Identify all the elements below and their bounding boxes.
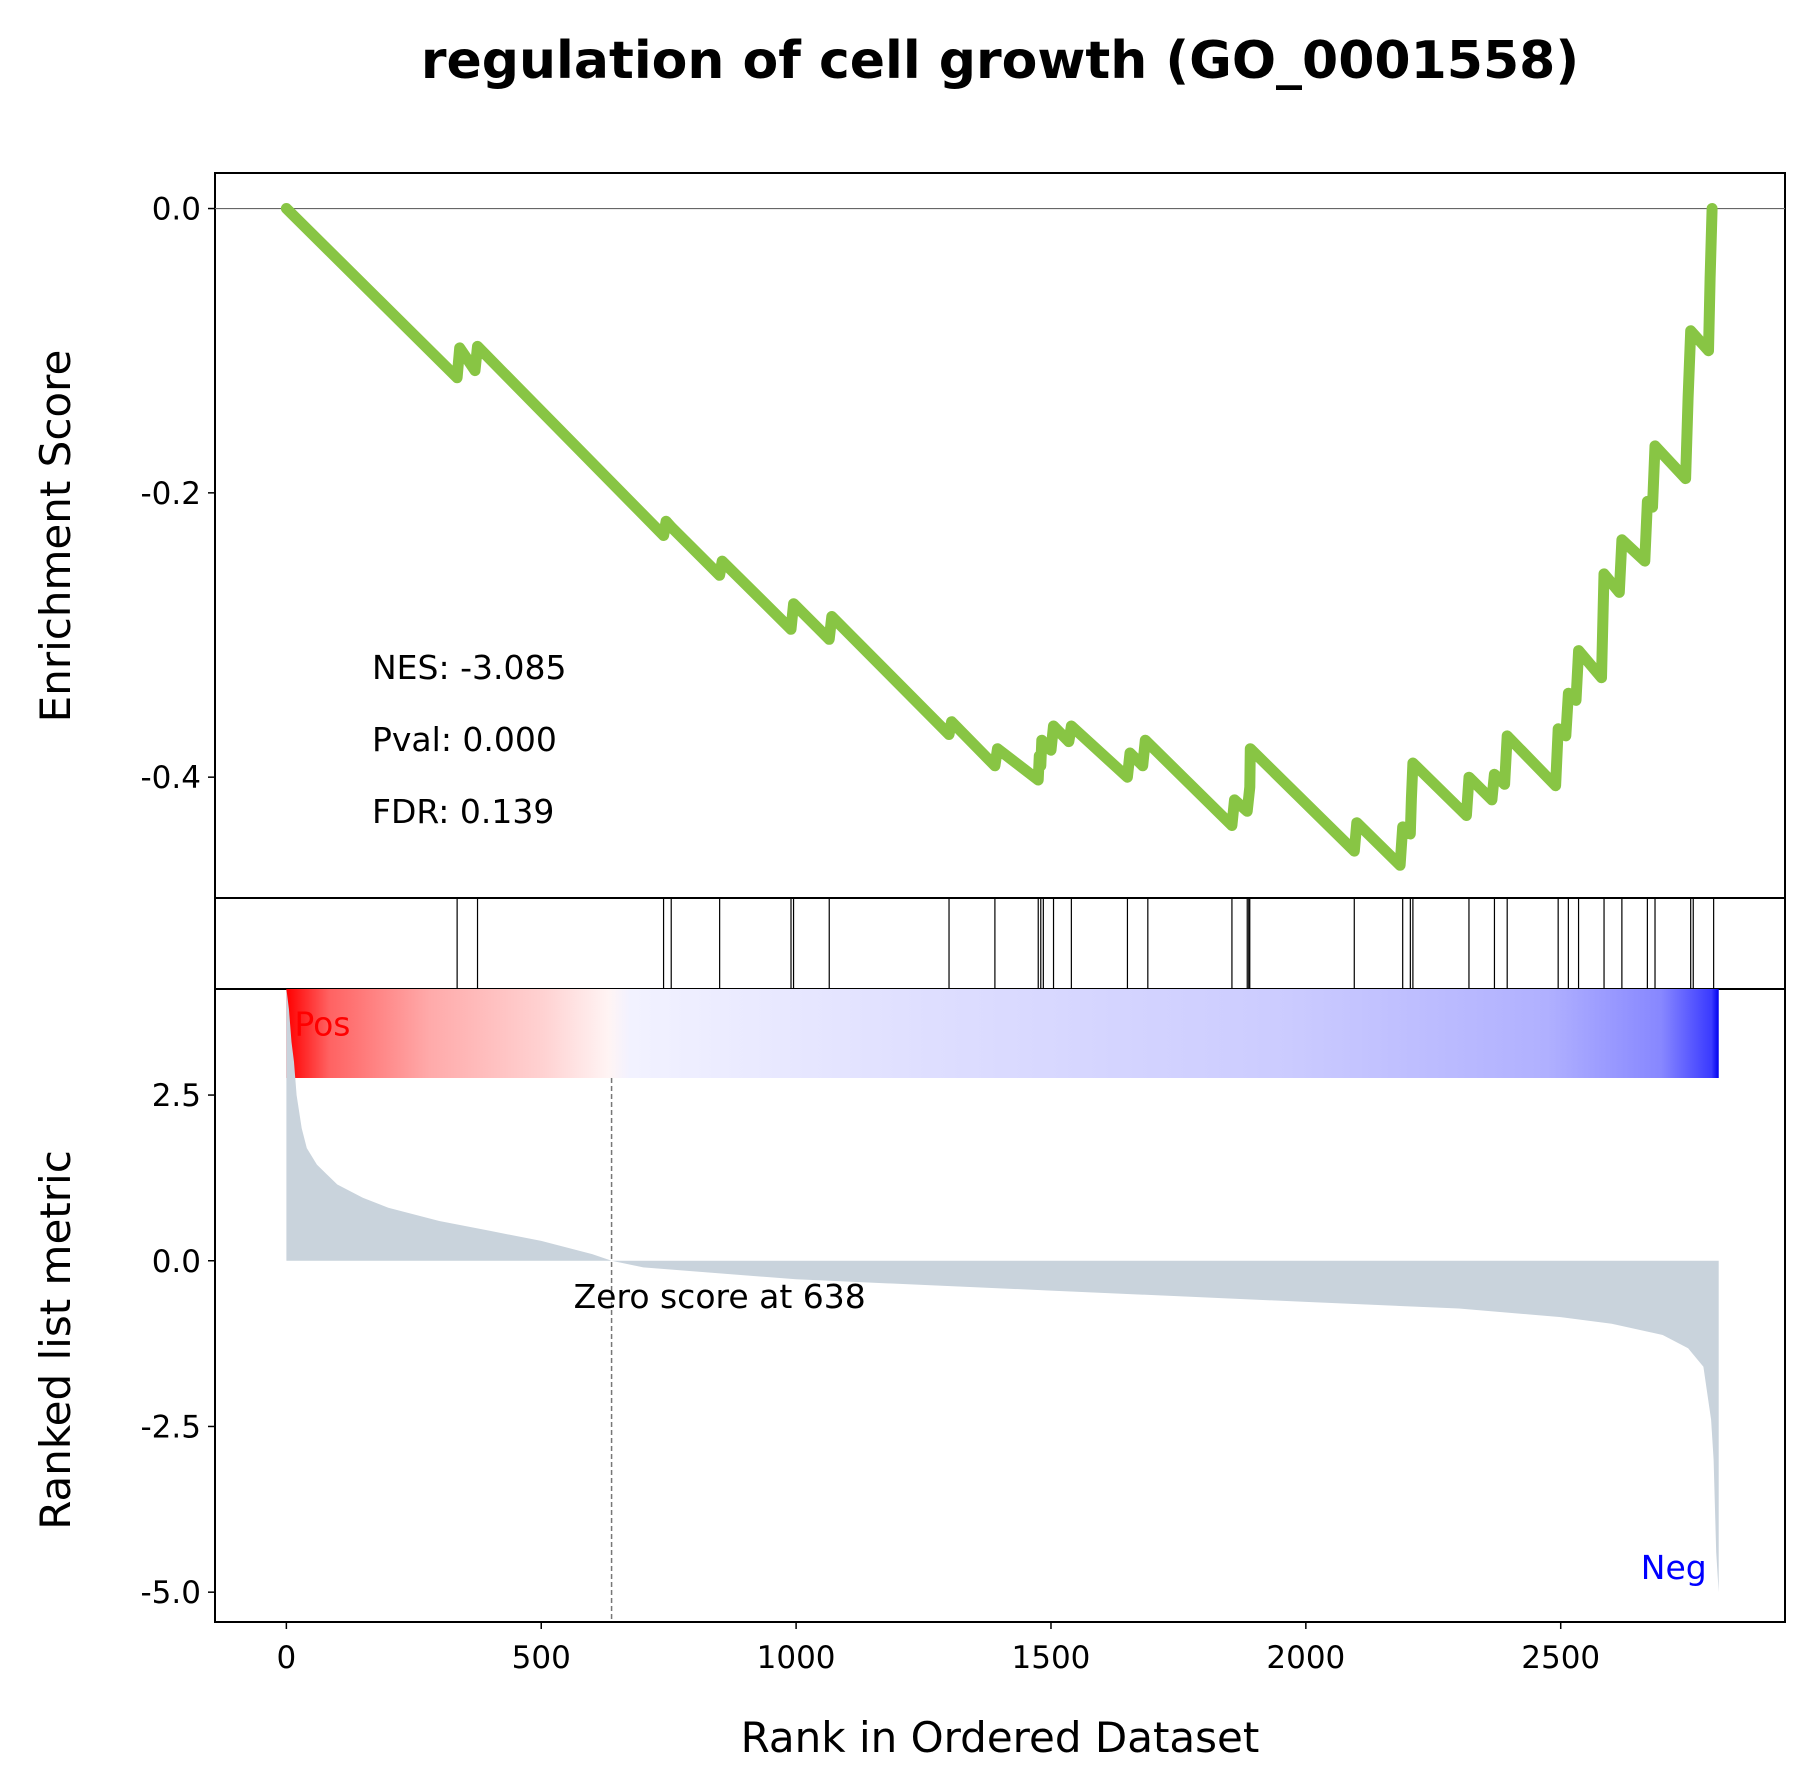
x-tick-label: 2000 bbox=[1266, 1640, 1345, 1676]
pval-label: Pval: 0.000 bbox=[372, 720, 557, 759]
metric-y-tick-label: 0.0 bbox=[152, 1244, 201, 1280]
es-y-axis-label: Enrichment Score bbox=[31, 350, 80, 723]
metric-y-tick-label: 2.5 bbox=[152, 1078, 201, 1114]
pos-label: Pos bbox=[294, 1004, 350, 1043]
rank-color-bar bbox=[286, 989, 1719, 1078]
x-tick-label: 500 bbox=[512, 1640, 571, 1676]
hit-markers bbox=[456, 898, 1715, 989]
nes-label: NES: -3.085 bbox=[372, 648, 566, 687]
zero-score-label: Zero score at 638 bbox=[574, 1277, 866, 1316]
es-y-tick-label: -0.2 bbox=[141, 476, 202, 512]
x-tick-label: 2500 bbox=[1521, 1640, 1600, 1676]
x-axis-ticks: 0 500 1000 1500 2000 2500 bbox=[276, 1622, 1600, 1676]
metric-y-tick-label: -2.5 bbox=[141, 1409, 202, 1445]
enrichment-score-panel: 0.0 -0.2 -0.4 NES: -3.085 Pval: 0.000 FDR:… bbox=[31, 172, 1786, 899]
chart-title: regulation of cell growth (GO_0001558) bbox=[421, 31, 1579, 91]
hits-panel bbox=[214, 897, 1786, 990]
ranked-metric-panel: Zero score at 638 Pos Neg 2.5 0.0 -2.5 -5.0… bbox=[31, 988, 1786, 1762]
fdr-label: FDR: 0.139 bbox=[372, 792, 554, 831]
x-axis-label: Rank in Ordered Dataset bbox=[741, 1713, 1260, 1762]
x-tick-label: 1500 bbox=[1012, 1640, 1091, 1676]
metric-y-axis-label: Ranked list metric bbox=[31, 1150, 80, 1530]
enrichment-score-line bbox=[280, 203, 1718, 871]
es-y-tick-label: -0.4 bbox=[141, 760, 202, 796]
ranked-metric-area bbox=[286, 989, 1719, 1593]
metric-y-tick-label: -5.0 bbox=[141, 1575, 202, 1611]
x-tick-label: 1000 bbox=[757, 1640, 836, 1676]
es-y-axis-ticks: 0.0 -0.2 -0.4 bbox=[141, 192, 215, 796]
x-tick-label: 0 bbox=[276, 1640, 296, 1676]
neg-label: Neg bbox=[1641, 1548, 1707, 1587]
metric-y-axis-ticks: 2.5 0.0 -2.5 -5.0 bbox=[141, 1078, 215, 1611]
es-y-tick-label: 0.0 bbox=[152, 192, 201, 228]
hits-panel-frame bbox=[214, 897, 1786, 990]
es-panel-frame bbox=[214, 172, 1786, 899]
